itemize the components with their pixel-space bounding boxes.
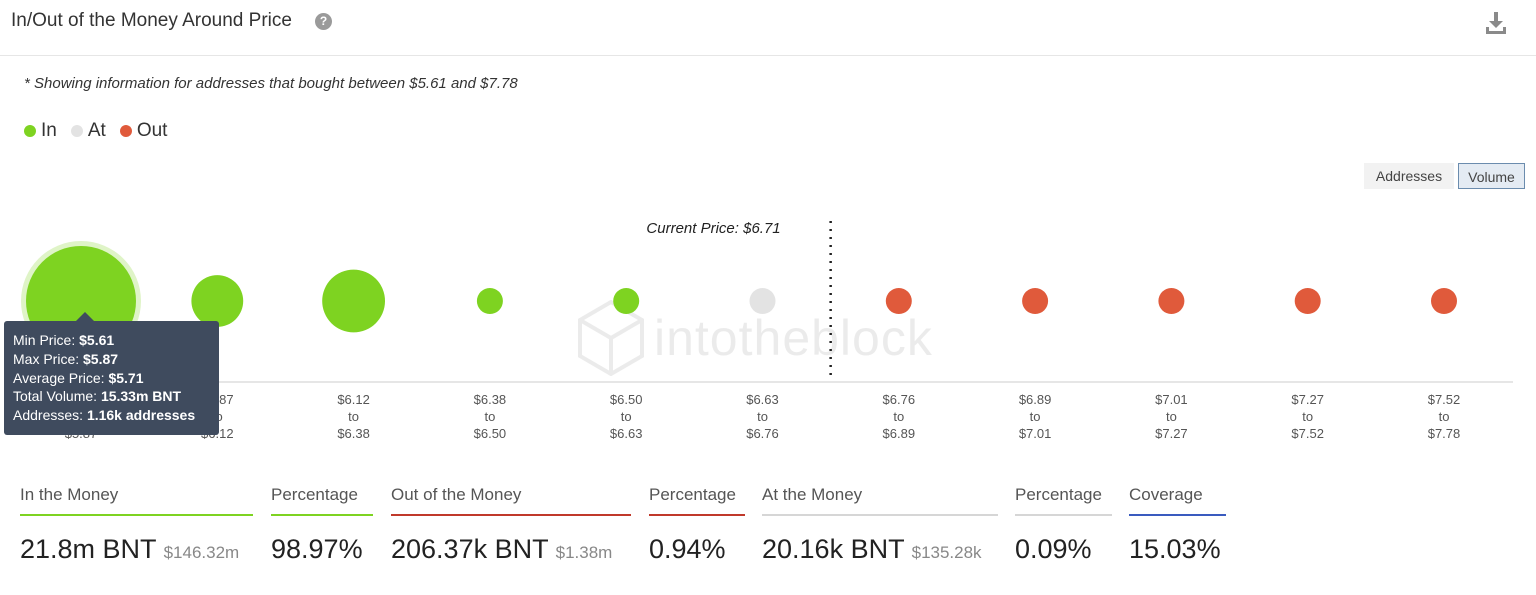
tooltip-average-price: Average Price: $5.71 [13,369,144,386]
x-tick-label-4: $6.50 to $6.63 [610,392,643,441]
x-tick-label-8: $7.01 to $7.27 [1155,392,1188,441]
bubble-in-4[interactable] [613,288,640,314]
help-icon[interactable]: ? [315,13,332,30]
legend-item-out[interactable]: Out [119,120,168,142]
x-tick-label-9: $7.27 to $7.52 [1291,392,1324,441]
bucket-tooltip: Min Price: $5.61 Max Price: $5.87 Averag… [4,312,219,435]
bubble-out-7[interactable] [1022,288,1049,314]
volume-toggle-button[interactable]: Volume [1458,163,1525,189]
legend-label-at: At [87,120,106,141]
legend-item-in[interactable]: In [24,120,57,142]
download-icon[interactable] [1484,10,1508,36]
current-price-label: Current Price: $6.71 [646,220,780,237]
addresses-toggle-button[interactable]: Addresses [1364,163,1454,189]
x-tick-label-2: $6.12 to $6.38 [337,392,370,441]
bubble-out-9[interactable] [1294,288,1321,314]
legend-dot-in [24,125,36,137]
stat-label: In the Money [20,485,253,516]
legend-item-at[interactable]: At [70,120,106,142]
intotheblock-watermark: intotheblock [578,300,933,376]
stat-label: Percentage [1015,485,1112,516]
tooltip-max-price: Max Price: $5.87 [13,350,119,367]
bubble-in-1[interactable] [191,275,244,327]
tooltip-min-price: Min Price: $5.61 [13,332,115,348]
widget-header: In/Out of the Money Around Price ? [0,0,1536,56]
stat-value: 0.94% [649,534,726,564]
range-note: * Showing information for addresses that… [24,75,518,92]
widget-title: In/Out of the Money Around Price [11,10,292,31]
stat-out-of-the-money: Out of the Money 206.37k BNT $1.38m [391,485,631,565]
legend-label-out: Out [136,120,168,141]
stat-value: 98.97% [271,534,363,564]
stat-value: 0.09% [1015,534,1092,564]
legend-dot-out [119,125,132,137]
intotheblock-logo-icon [578,300,644,376]
x-tick-label-5: $6.63 to $6.76 [746,392,779,441]
tooltip-total-volume: Total Volume: 15.33m BNT [13,388,182,405]
stat-in-the-money: In the Money 21.8m BNT $146.32m [20,485,253,565]
stat-in-percentage: Percentage 98.97% [271,485,373,565]
bubble-out-10[interactable] [1431,288,1457,314]
stat-value: 15.03% [1129,534,1221,564]
bubble-in-3[interactable] [476,288,503,314]
bubble-in-2[interactable] [322,269,386,333]
x-tick-label-3: $6.38 to $6.50 [474,392,507,441]
bubble-out-6[interactable] [885,288,912,314]
stat-at-the-money: At the Money 20.16k BNT $135.28k [762,485,998,565]
stat-value: 206.37k BNT $1.38m [391,534,613,564]
tooltip-arrow [76,312,94,321]
stat-value: 21.8m BNT $146.32m [20,534,240,564]
x-axis-labels: $5.61to$5.87$5.87to$6.12$6.12to$6.38$6.3… [65,392,1461,441]
stat-coverage: Coverage 15.03% [1129,485,1226,565]
legend-label-in: In [41,120,57,141]
bubble-out-8[interactable] [1158,288,1185,314]
bubble-layer [21,241,1457,361]
stat-label: Percentage [271,485,373,516]
watermark-text: intotheblock [654,310,933,366]
stat-at-percentage: Percentage 0.09% [1015,485,1112,565]
stat-label: Coverage [1129,485,1226,516]
x-tick-label-10: $7.52 to $7.78 [1428,392,1461,441]
in-out-money-chart: Current Price: $6.71 $5.61to$5.87$5.87to… [20,220,1513,441]
stat-label: Out of the Money [391,485,631,516]
tooltip-addresses: Addresses: 1.16k addresses [13,407,196,424]
stat-label: At the Money [762,485,998,516]
stat-value: 20.16k BNT $135.28k [762,534,982,564]
legend-dot-at [70,125,83,137]
chart-legend: In At Out [24,120,167,142]
stat-out-percentage: Percentage 0.94% [649,485,745,565]
x-tick-label-7: $6.89 to $7.01 [1019,392,1052,441]
stat-label: Percentage [649,485,745,516]
bubble-at-5[interactable] [749,288,776,314]
x-tick-label-6: $6.76 to $6.89 [883,392,916,441]
